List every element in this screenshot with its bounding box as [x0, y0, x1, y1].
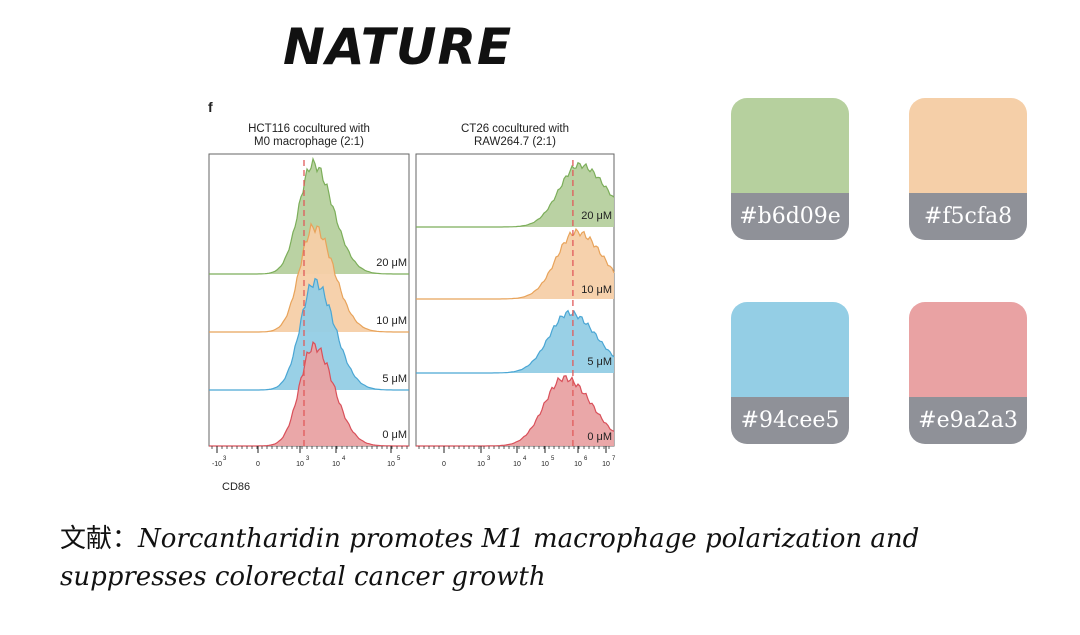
caption-text: Norcantharidin promotes M1 macrophage po…: [60, 524, 920, 592]
panel-label: f: [208, 99, 213, 115]
panel-2-series-label-2: 10 μM: [581, 284, 612, 296]
x-axis-label: CD86: [222, 481, 250, 493]
reference-caption: 文献：Norcantharidin promotes M1 macrophage…: [60, 520, 1020, 596]
panel-2-series-label-3: 5 μM: [587, 356, 612, 368]
panel-2-histogram-3-outline: [416, 309, 615, 374]
panel-2-tick-label-3: 10: [513, 461, 521, 468]
panel-2-tick-exponent-4: 5: [551, 456, 555, 462]
panel-2-title-line-1: CT26 cocultured with: [461, 123, 569, 135]
swatch-green-hex: #b6d09e: [731, 193, 849, 240]
panel-1-histogram-2-fill: [209, 223, 409, 332]
panel-1-histogram-4-fill: [209, 342, 409, 446]
panel-1-tick-label-2: 0: [256, 461, 260, 468]
panel-2-tick-label-6: 10: [602, 461, 610, 468]
panel-1-histogram-1-fill: [209, 158, 409, 274]
panel-1-histogram-1-outline: [209, 156, 409, 275]
swatch-orange-color: [909, 98, 1027, 193]
panel-2-tick-label-1: 0: [442, 461, 446, 468]
panel-1-histogram-3-outline: [209, 277, 409, 391]
panel-2-tick-exponent-5: 6: [584, 456, 588, 462]
panel-2-tick-exponent-2: 3: [487, 456, 491, 462]
panel-2-tick-label-5: 10: [574, 461, 582, 468]
swatch-blue: #94cee5: [731, 302, 849, 444]
panel-2-series-label-4: 0 μM: [587, 431, 612, 443]
panel-1-title-line-1: HCT116 cocultured with: [248, 123, 370, 135]
panel-1-tick-exponent-5: 5: [397, 456, 401, 462]
panel-1-tick-exponent-4: 4: [342, 456, 346, 462]
panel-1-tick-label-4: 10: [332, 461, 340, 468]
panel-2-histogram-3-fill: [416, 310, 614, 373]
panel-1-tick-label-3: 10: [296, 461, 304, 468]
swatch-orange: #f5cfa8: [909, 98, 1027, 240]
panel-1-histogram-2-outline: [209, 222, 409, 333]
swatch-green-color: [731, 98, 849, 193]
panel-2-tick-exponent-3: 4: [523, 456, 527, 462]
panel-1-title-line-2: M0 macrophage (2:1): [254, 136, 364, 148]
panel-2-tick-label-2: 10: [477, 461, 485, 468]
swatch-red-color: [909, 302, 1027, 397]
panel-2-tick-exponent-6: 7: [612, 456, 616, 462]
panel-2-histogram-4-fill: [416, 375, 614, 446]
swatch-blue-hex: #94cee5: [731, 397, 849, 444]
panel-2-histogram-2-outline: [416, 227, 615, 300]
swatch-orange-hex: #f5cfa8: [909, 193, 1027, 240]
panel-2-tick-label-4: 10: [541, 461, 549, 468]
swatch-green: #b6d09e: [731, 98, 849, 240]
panel-1-series-label-4: 0 μM: [382, 429, 407, 441]
swatch-blue-color: [731, 302, 849, 397]
panel-2-title-line-2: RAW264.7 (2:1): [474, 136, 556, 148]
panel-2-histogram-1-outline: [416, 161, 615, 228]
caption-prefix: 文献：: [60, 524, 139, 554]
panel-1-tick-label-5: 10: [387, 461, 395, 468]
swatch-red: #e9a2a3: [909, 302, 1027, 444]
brand-title: NATURE: [283, 18, 513, 76]
panel-1-series-label-1: 20 μM: [376, 257, 407, 269]
panel-1-histogram-3-fill: [209, 278, 409, 390]
panel-1-tick-label-1: -10: [212, 461, 222, 468]
panel-1-series-label-3: 5 μM: [382, 373, 407, 385]
panel-1-series-label-2: 10 μM: [376, 315, 407, 327]
panel-2-series-label-1: 20 μM: [581, 210, 612, 222]
swatch-red-hex: #e9a2a3: [909, 397, 1027, 444]
panel-2-histogram-2-fill: [416, 229, 614, 299]
panel-1-tick-exponent-1: 3: [223, 456, 227, 462]
panel-1-tick-exponent-3: 3: [306, 456, 310, 462]
